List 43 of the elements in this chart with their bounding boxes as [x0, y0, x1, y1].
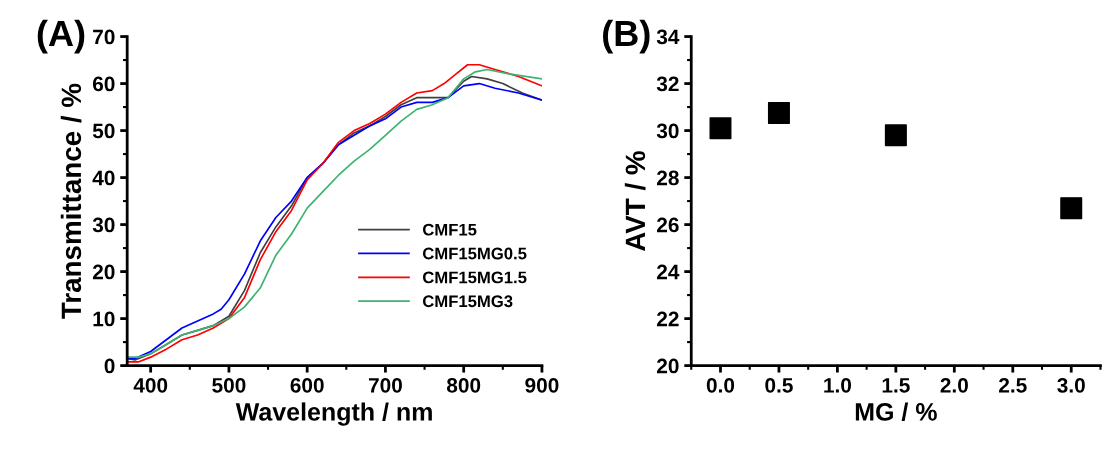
y-tick-label: 32 — [656, 76, 679, 92]
y-tick-label: 28 — [657, 170, 679, 186]
y-tick-label: 30 — [656, 123, 679, 139]
y-tick-label: 34 — [656, 29, 680, 45]
x-tick-label: 2.5 — [999, 377, 1027, 393]
x-tick-label: 700 — [368, 377, 402, 393]
point — [884, 124, 907, 147]
x-tick-label: 3.0 — [1057, 377, 1085, 393]
x-axis-title: MG / % — [855, 402, 937, 421]
legend-label: CMF15 — [422, 223, 477, 236]
y-tick-label: 26 — [657, 217, 679, 233]
y-tick-label: 60 — [92, 76, 115, 92]
y-tick-label: 10 — [93, 311, 115, 327]
x-tick-label: 600 — [290, 377, 324, 393]
y-tick-label: 40 — [92, 170, 115, 186]
y-tick-label: 50 — [92, 123, 115, 139]
x-tick-label: 0.0 — [706, 377, 735, 393]
y-tick-label: 20 — [92, 264, 115, 280]
point — [767, 101, 790, 124]
y-tick-label: 70 — [93, 29, 115, 45]
x-tick-label: 0.5 — [765, 377, 793, 393]
x-tick-label: 500 — [212, 377, 246, 393]
y-tick-label: 24 — [657, 264, 680, 280]
text: (A) — [37, 19, 85, 54]
x-tick-label: 900 — [525, 377, 559, 393]
point — [709, 117, 732, 140]
x-tick-label: 1.0 — [824, 377, 852, 393]
y-tick-label: 20 — [657, 358, 679, 374]
legend-label: CMF15MG0.5 — [422, 247, 527, 260]
x-tick-label: 1.5 — [882, 378, 910, 393]
legend-label: CMF15MG3 — [422, 295, 513, 308]
x-tick-label: 400 — [133, 377, 168, 393]
x-tick-label: 800 — [446, 377, 481, 393]
y-tick-label: 22 — [657, 311, 679, 327]
y-axis-title: Transmittance / % — [60, 83, 82, 319]
y-tick-label: 30 — [92, 217, 115, 233]
point — [1060, 197, 1083, 220]
text: (B) — [603, 19, 650, 54]
y-tick-label: 0 — [104, 358, 115, 374]
x-axis-title: Wavelength / nm — [235, 402, 432, 426]
legend-label: CMF15MG1.5 — [422, 271, 527, 284]
x-tick-label: 2.0 — [940, 377, 968, 393]
y-axis-title: AVT / % — [624, 151, 646, 252]
